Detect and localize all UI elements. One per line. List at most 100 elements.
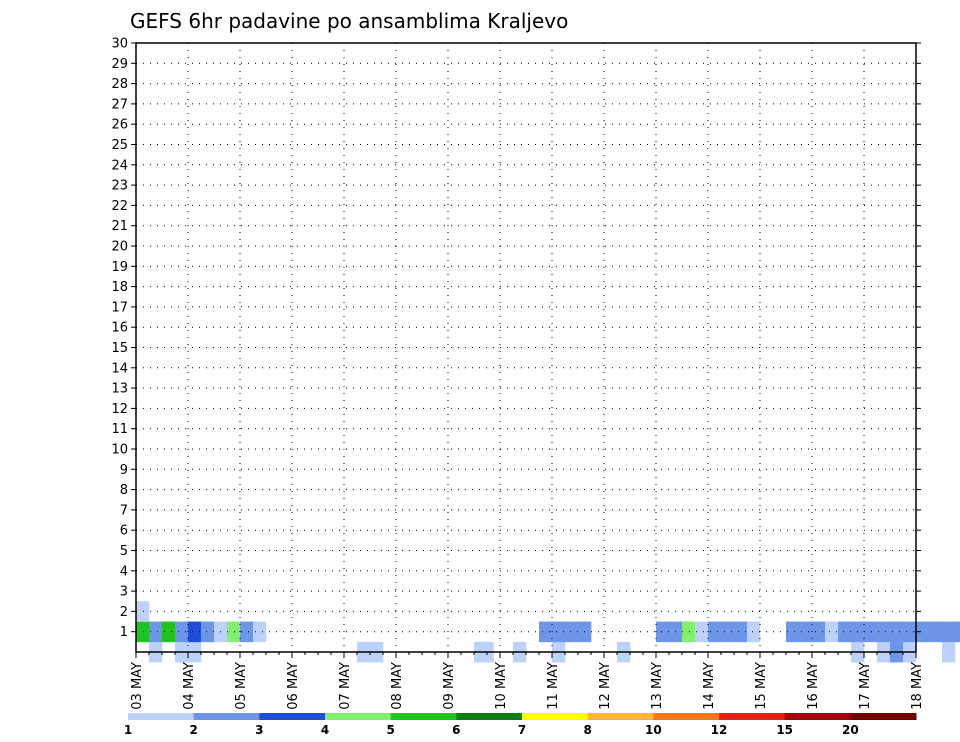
- y-tick-label: 29: [111, 57, 128, 72]
- chart-title: GEFS 6hr padavine po ansamblima Kraljevo: [130, 9, 568, 33]
- y-tick-label: 23: [111, 179, 128, 194]
- y-tick-label: 4: [120, 564, 128, 579]
- heatmap-cell: [786, 621, 800, 643]
- color-legend: 1 2 3 4 5 6 7 8 10 12 15 20: [124, 713, 917, 737]
- y-tick-label: 14: [111, 361, 128, 376]
- heatmap-cell: [734, 621, 748, 643]
- legend-label: 2: [189, 723, 197, 737]
- y-tick-label: 18: [111, 280, 128, 295]
- y-tick-label: 11: [111, 422, 128, 437]
- x-tick-label: 15 MAY: [754, 662, 769, 710]
- y-tick-label: 21: [111, 219, 128, 234]
- heatmap-cell: [864, 621, 878, 643]
- x-tick-label: 12 MAY: [598, 662, 613, 710]
- y-tick-label: 1: [120, 625, 128, 640]
- heatmap-cell: [227, 621, 241, 643]
- x-tick-label: 06 MAY: [286, 662, 301, 710]
- legend-swatch: [128, 713, 195, 720]
- x-tick-label: 16 MAY: [806, 662, 821, 710]
- y-tick-label: 24: [111, 158, 128, 173]
- x-tick-label: 14 MAY: [702, 662, 717, 710]
- legend-swatch: [587, 713, 654, 720]
- legend-label: 15: [776, 723, 793, 737]
- y-tick-label: 13: [111, 382, 128, 397]
- legend-label: 1: [124, 723, 132, 737]
- legend-swatch: [193, 713, 260, 720]
- x-tick-label: 09 MAY: [442, 662, 457, 710]
- x-tick-label: 17 MAY: [858, 662, 873, 710]
- x-tick-label: 11 MAY: [546, 662, 561, 710]
- legend-swatch: [850, 713, 917, 720]
- y-tick-label: 26: [111, 118, 128, 133]
- y-tick-label: 7: [120, 503, 128, 518]
- heatmap-cell: [136, 601, 150, 622]
- heatmap-cell: [201, 621, 215, 643]
- heatmap-cell: [890, 621, 904, 643]
- x-tick-label: 18 MAY: [910, 662, 925, 710]
- legend-swatch: [325, 713, 392, 720]
- legend-label: 12: [711, 723, 728, 737]
- heatmap-cell: [253, 621, 267, 643]
- legend-swatch: [784, 713, 851, 720]
- heatmap-cell: [929, 621, 943, 643]
- y-tick-label: 16: [111, 321, 128, 336]
- heatmap-cell: [747, 621, 761, 643]
- y-tick-label: 28: [111, 77, 128, 92]
- heatmap-cell: [799, 621, 813, 643]
- heatmap-cell: [539, 621, 553, 643]
- y-tick-label: 22: [111, 199, 128, 214]
- heatmap-cell: [695, 621, 709, 643]
- heatmap-cell: [162, 621, 176, 643]
- heatmap-cell: [149, 621, 163, 643]
- heatmap-cell: [838, 621, 852, 643]
- heatmap-cell: [656, 621, 670, 643]
- x-tick-label: 05 MAY: [234, 662, 249, 710]
- heatmap-cell: [188, 621, 202, 643]
- heatmap-cell: [877, 621, 891, 643]
- y-tick-label: 5: [120, 544, 128, 559]
- grid-lines: [136, 43, 916, 652]
- legend-swatch: [259, 713, 326, 720]
- x-tick-label: 13 MAY: [650, 662, 665, 710]
- legend-label: 10: [645, 723, 662, 737]
- heatmap-cell: [708, 621, 722, 643]
- y-tick-label: 10: [111, 443, 128, 458]
- x-tick-label: 07 MAY: [338, 662, 353, 710]
- heatmap-cell: [682, 621, 696, 643]
- legend-label: 4: [321, 723, 329, 737]
- x-tick-label: 04 MAY: [182, 662, 197, 710]
- y-tick-label: 25: [111, 138, 128, 153]
- heatmap-cell: [552, 621, 566, 643]
- y-tick-label: 17: [111, 300, 128, 315]
- heatmap-cell: [825, 621, 839, 643]
- legend-swatch: [456, 713, 523, 720]
- legend-swatch: [390, 713, 457, 720]
- legend-swatch: [719, 713, 786, 720]
- x-tick-label: 08 MAY: [390, 662, 405, 710]
- y-tick-label: 8: [120, 483, 128, 498]
- heatmap-cell: [136, 621, 150, 643]
- heatmap-cell: [903, 621, 917, 643]
- y-tick-label: 9: [120, 463, 128, 478]
- y-tick-label: 27: [111, 97, 128, 112]
- y-tick-label: 12: [111, 402, 128, 417]
- legend-label: 3: [255, 723, 263, 737]
- y-tick-label: 2: [120, 605, 128, 620]
- y-tick-label: 3: [120, 585, 128, 600]
- y-tick-label: 6: [120, 524, 128, 539]
- x-tick-label: 03 MAY: [130, 662, 145, 710]
- legend-label: 5: [386, 723, 394, 737]
- heatmap-cell: [240, 621, 254, 643]
- heatmap-cell: [812, 621, 826, 643]
- legend-label: 20: [842, 723, 859, 737]
- y-tick-label: 15: [111, 341, 128, 356]
- legend-label: 6: [452, 723, 460, 737]
- legend-swatch: [653, 713, 720, 720]
- heatmap-cell: [955, 621, 960, 643]
- x-axis: 03 MAY 04 MAY 05 MAY 06 MAY 07 MAY 08 MAY 09 M…: [130, 652, 925, 710]
- y-tick-label: 30: [111, 37, 128, 52]
- heatmap-cell: [565, 621, 579, 643]
- plot-frame: [135, 42, 917, 653]
- heatmap-cell: [175, 621, 189, 643]
